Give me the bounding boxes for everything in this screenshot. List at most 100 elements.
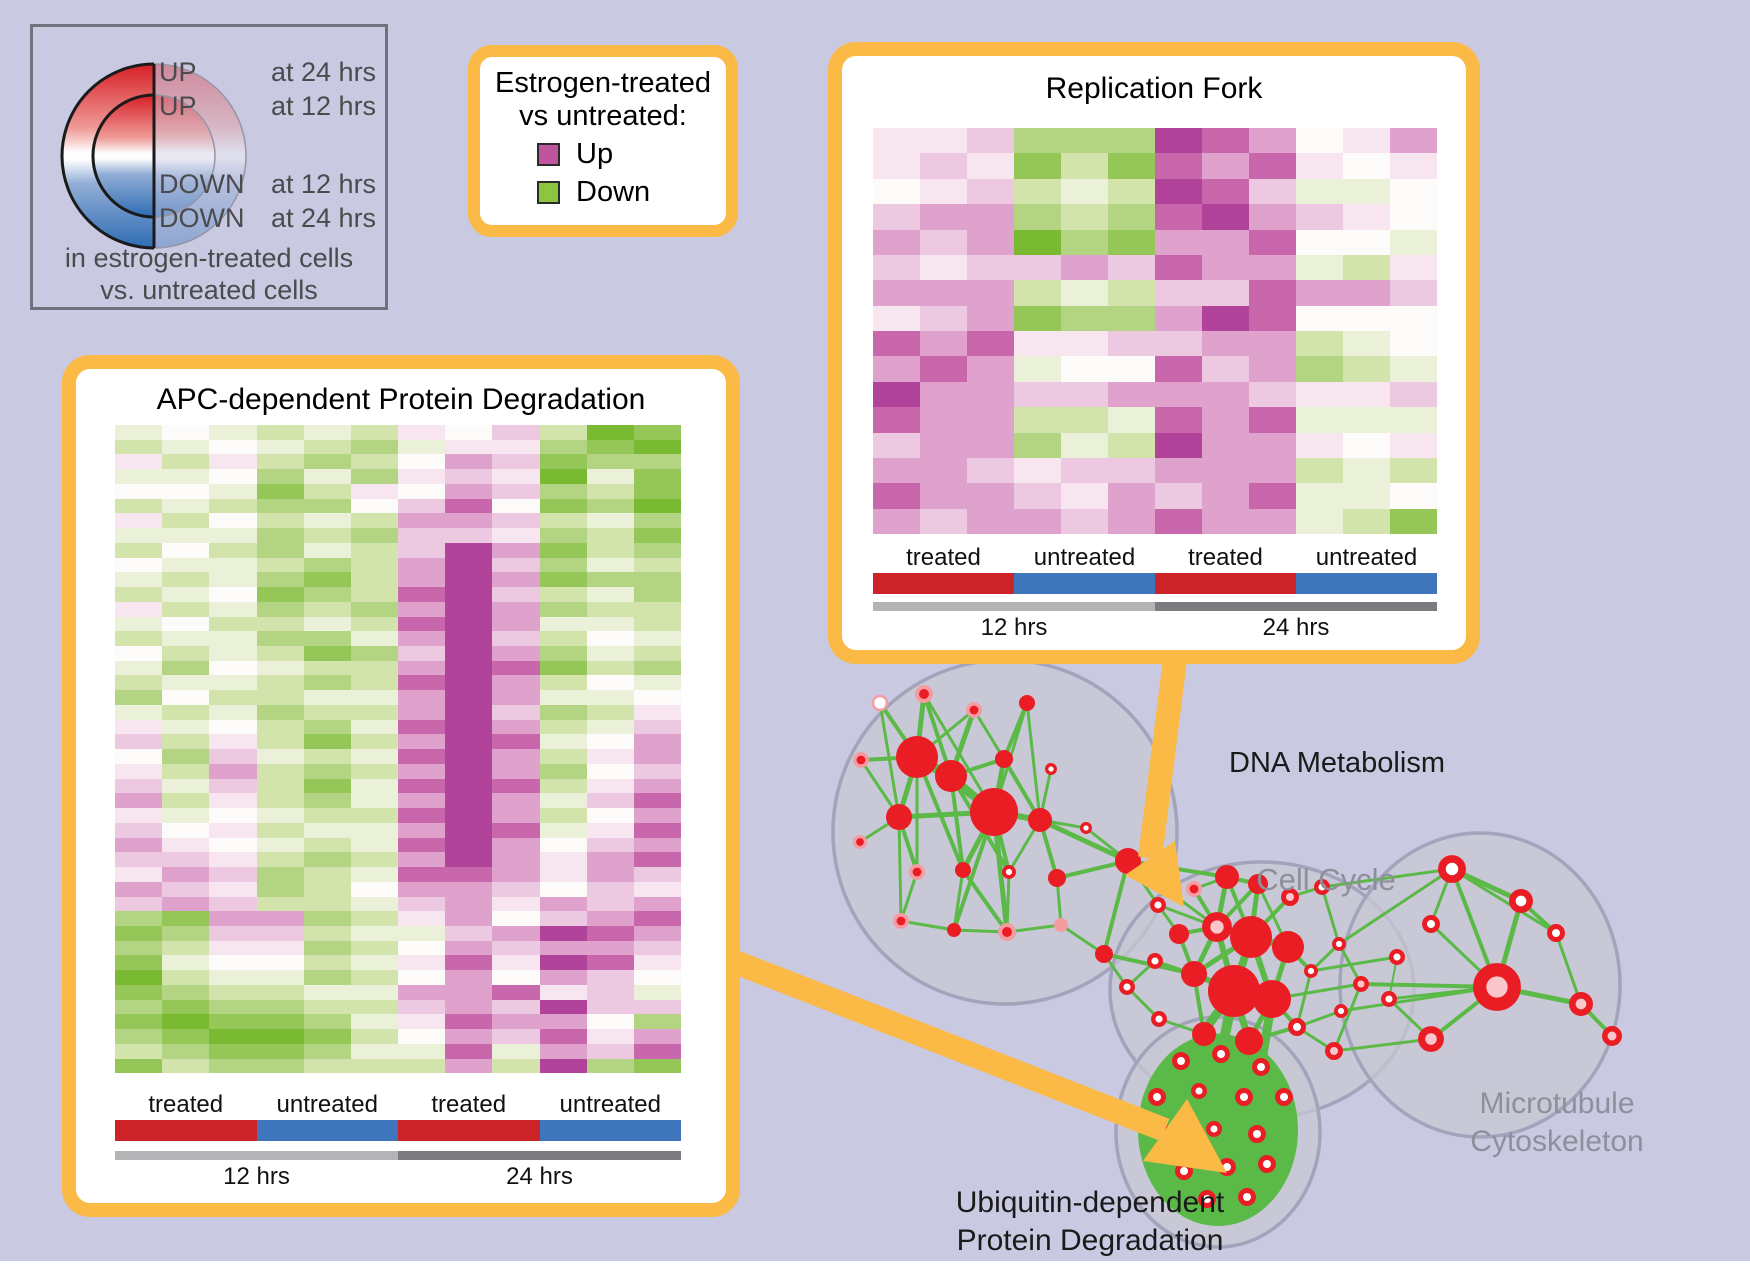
heatmap-cell [492,616,540,632]
heatmap-cell [1249,204,1296,230]
heatmap-cell [586,778,634,794]
time-bar [1155,602,1437,611]
heatmap-cell [350,822,399,838]
heatmap-cell [539,867,587,882]
heatmap-cell [303,498,351,514]
network-node [1252,1058,1270,1076]
heatmap-cell [209,469,257,484]
heatmap-cell [256,1043,304,1059]
heatmap-cell [398,940,446,956]
heatmap-row [115,587,682,602]
heatmap-cell [303,867,351,882]
heatmap-cell [1296,153,1343,179]
heatmap-cell [162,955,210,971]
heatmap-cell [350,454,399,470]
heatmap-cell [1202,356,1249,382]
heatmap-cell [1343,381,1390,408]
heatmap-cell [162,1029,210,1044]
down-label: Down [576,176,651,208]
heatmap-cell [303,631,351,647]
heatmap-cell [256,454,304,470]
heatmap-cell [303,675,351,691]
network-node [1212,1045,1230,1063]
heatmap-cell [539,925,587,941]
condition-label: untreated [559,1091,661,1118]
heatmap-cell [539,704,587,720]
heatmap-cell [398,498,446,514]
heatmap-cell [115,970,163,985]
heatmap-cell [303,646,351,661]
network-node [1235,1088,1253,1106]
heatmap-cell [586,1014,634,1030]
updown-word: UP [159,57,197,87]
heatmap-cell [350,925,399,941]
network-node [1238,1188,1256,1206]
heatmap-cell [303,528,351,543]
network-edge [899,870,919,923]
heatmap-cell [920,128,967,154]
heatmap-cell [1343,407,1390,433]
heatmap-cell [1155,178,1202,205]
heatmap-cell [162,572,210,588]
heatmap-cell [209,513,257,529]
heatmap-cell [492,690,540,705]
heatmap-cell [492,867,540,882]
heatmap-cell [1202,280,1249,306]
up-swatch [537,143,560,166]
condition-color-bar [115,1120,257,1141]
heatmap-cell [539,1014,587,1030]
heatmap-cell [350,911,399,926]
heatmap-cell [586,867,634,882]
heatmap-cell [1014,356,1061,382]
heatmap-cell [633,528,682,543]
heatmap-cell [303,763,351,779]
heatmap-row [115,704,682,720]
heatmap-row [873,381,1437,408]
network-edge [972,708,1006,761]
updown-footer-line2: vs. untreated cells [100,275,318,305]
heatmap-cell [303,970,351,985]
heatmap-cell [445,793,493,809]
heatmap-row [873,331,1437,357]
heatmap-cell [398,1014,446,1030]
time-label: 24 hrs [506,1163,573,1190]
heatmap-cell [1249,229,1296,255]
heatmap-cell [445,837,493,853]
heatmap-cell [398,454,446,470]
heatmap-cell [1108,254,1155,281]
heatmap-cell [209,439,257,455]
heatmap-cell [445,542,493,558]
heatmap-cell [873,457,920,484]
heatmap-cell [1390,178,1437,205]
heatmap-cell [162,587,210,602]
heatmap-cell [1202,407,1249,433]
condition-label: treated [1188,544,1263,571]
heatmap-row [115,911,682,926]
condition-label: treated [906,544,981,571]
heatmap-cell [492,896,540,912]
heatmap-cell [398,675,446,691]
heatmap-cell [492,999,540,1015]
heatmap-row [115,867,682,882]
heatmap-cell [920,229,967,255]
heatmap-row [115,454,682,470]
network-node [896,736,938,778]
heatmap-cell [256,439,304,455]
condition-color-bar [398,1120,540,1141]
heatmap-cell [445,911,493,926]
heatmap-cell [209,719,257,735]
heatmap-cell [586,837,634,853]
heatmap-cell [1061,178,1108,205]
heatmap-cell [539,1043,587,1059]
heatmap-cell [303,778,351,794]
heatmap-cell [162,734,210,750]
heatmap-cell [209,557,257,573]
heatmap-cell [115,911,163,926]
heatmap-cell [586,425,634,440]
time-label: 12 hrs [223,1163,290,1190]
heatmap-cell [162,763,210,779]
heatmap-cell [350,984,399,1000]
heatmap-cell [873,407,920,433]
heatmap-cell [1296,407,1343,433]
heatmap-cell [350,852,399,868]
